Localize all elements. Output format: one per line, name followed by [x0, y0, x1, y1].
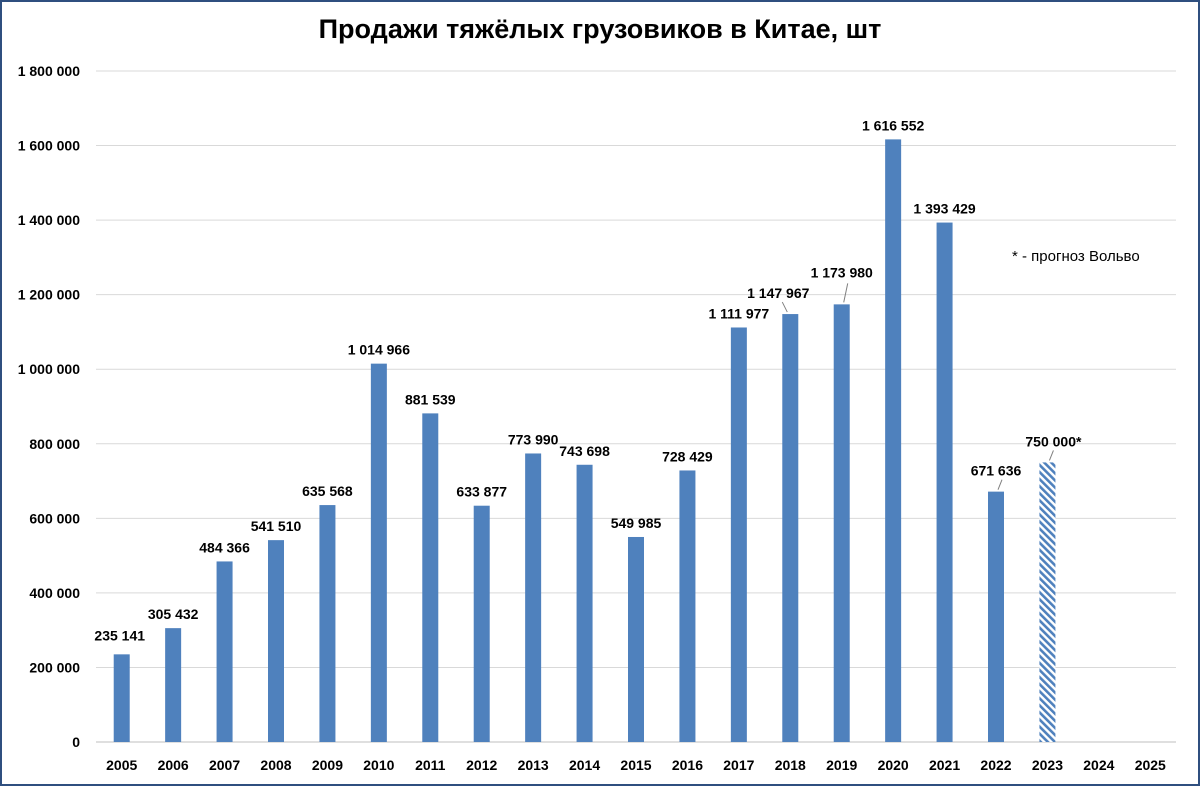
data-label: 1 014 966 — [348, 342, 410, 358]
data-label: 750 000* — [1025, 433, 1082, 449]
x-tick-label: 2022 — [980, 757, 1011, 773]
y-tick-label: 1 000 000 — [18, 361, 80, 377]
y-tick-label: 800 000 — [29, 436, 80, 452]
x-axis-tick-labels: 2005 2006 2007 2008 2009 2010 2011 2012 2013 2014… — [106, 757, 1166, 773]
bar — [885, 139, 902, 743]
data-label: 671 636 — [971, 463, 1022, 479]
data-label: 549 985 — [611, 515, 662, 531]
bar — [422, 413, 439, 742]
bar — [679, 470, 696, 742]
leader-line — [781, 301, 788, 313]
bar — [936, 222, 953, 742]
y-tick-label: 1 200 000 — [18, 287, 80, 303]
x-tick-label: 2018 — [775, 757, 806, 773]
leader-line — [1048, 450, 1054, 461]
data-label: 484 366 — [199, 539, 250, 555]
x-tick-label: 2025 — [1135, 757, 1166, 773]
x-tick-label: 2021 — [929, 757, 960, 773]
data-label: 235 141 — [94, 627, 145, 643]
bar — [782, 314, 799, 742]
bar — [165, 628, 182, 742]
x-tick-label: 2009 — [312, 757, 343, 773]
y-tick-label: 200 000 — [29, 659, 80, 675]
bar — [216, 561, 233, 742]
data-label: 1 147 967 — [747, 285, 809, 301]
y-axis-tick-labels: 0 200 000 400 000 600 000 800 000 1 000 000 1 … — [18, 63, 81, 750]
y-tick-label: 1 400 000 — [18, 212, 80, 228]
x-tick-label: 2005 — [106, 757, 137, 773]
data-label: 1 111 977 — [708, 305, 769, 321]
x-tick-label: 2007 — [209, 757, 240, 773]
y-tick-label: 600 000 — [29, 510, 80, 526]
x-tick-label: 2010 — [363, 757, 394, 773]
data-label: 305 432 — [148, 606, 199, 622]
x-tick-label: 2017 — [723, 757, 754, 773]
y-tick-label: 1 600 000 — [18, 138, 80, 154]
x-tick-label: 2014 — [569, 757, 600, 773]
forecast-note: * - прогноз Вольво — [1012, 248, 1140, 265]
x-tick-label: 2008 — [260, 757, 291, 773]
bar — [988, 491, 1004, 742]
x-tick-label: 2019 — [826, 757, 857, 773]
data-label: 1 173 980 — [811, 264, 873, 280]
bar-forecast — [1039, 462, 1056, 742]
data-label: 728 429 — [662, 448, 713, 464]
data-label: 541 510 — [251, 518, 302, 534]
bar — [268, 540, 284, 742]
chart-title: Продажи тяжёлых грузовиков в Китае, шт — [318, 14, 882, 44]
data-label: 743 698 — [559, 443, 610, 459]
data-label: 633 877 — [456, 484, 507, 500]
data-label: 635 568 — [302, 483, 353, 499]
bar — [730, 327, 747, 742]
leader-line — [997, 479, 1003, 490]
bar — [833, 304, 850, 742]
data-label: 881 539 — [405, 391, 456, 407]
y-tick-label: 400 000 — [29, 585, 80, 601]
x-tick-label: 2024 — [1083, 757, 1114, 773]
x-tick-label: 2016 — [672, 757, 703, 773]
y-tick-label: 1 800 000 — [18, 63, 80, 79]
x-tick-label: 2020 — [878, 757, 909, 773]
x-tick-label: 2012 — [466, 757, 497, 773]
x-tick-label: 2006 — [158, 757, 189, 773]
data-label: 1 616 552 — [862, 117, 924, 133]
bar — [319, 505, 336, 742]
bar — [525, 453, 542, 742]
x-tick-label: 2023 — [1032, 757, 1063, 773]
data-label: 773 990 — [508, 431, 559, 447]
bar — [473, 505, 490, 742]
x-tick-label: 2013 — [518, 757, 549, 773]
x-tick-label: 2015 — [620, 757, 651, 773]
bars — [113, 139, 1056, 743]
data-label: 1 393 429 — [913, 201, 975, 217]
x-tick-label: 2011 — [415, 757, 446, 773]
y-tick-label: 0 — [72, 734, 80, 750]
bar — [370, 363, 387, 742]
bar — [576, 464, 593, 742]
bar — [113, 654, 130, 742]
bar — [628, 536, 644, 742]
leader-line — [843, 283, 849, 303]
